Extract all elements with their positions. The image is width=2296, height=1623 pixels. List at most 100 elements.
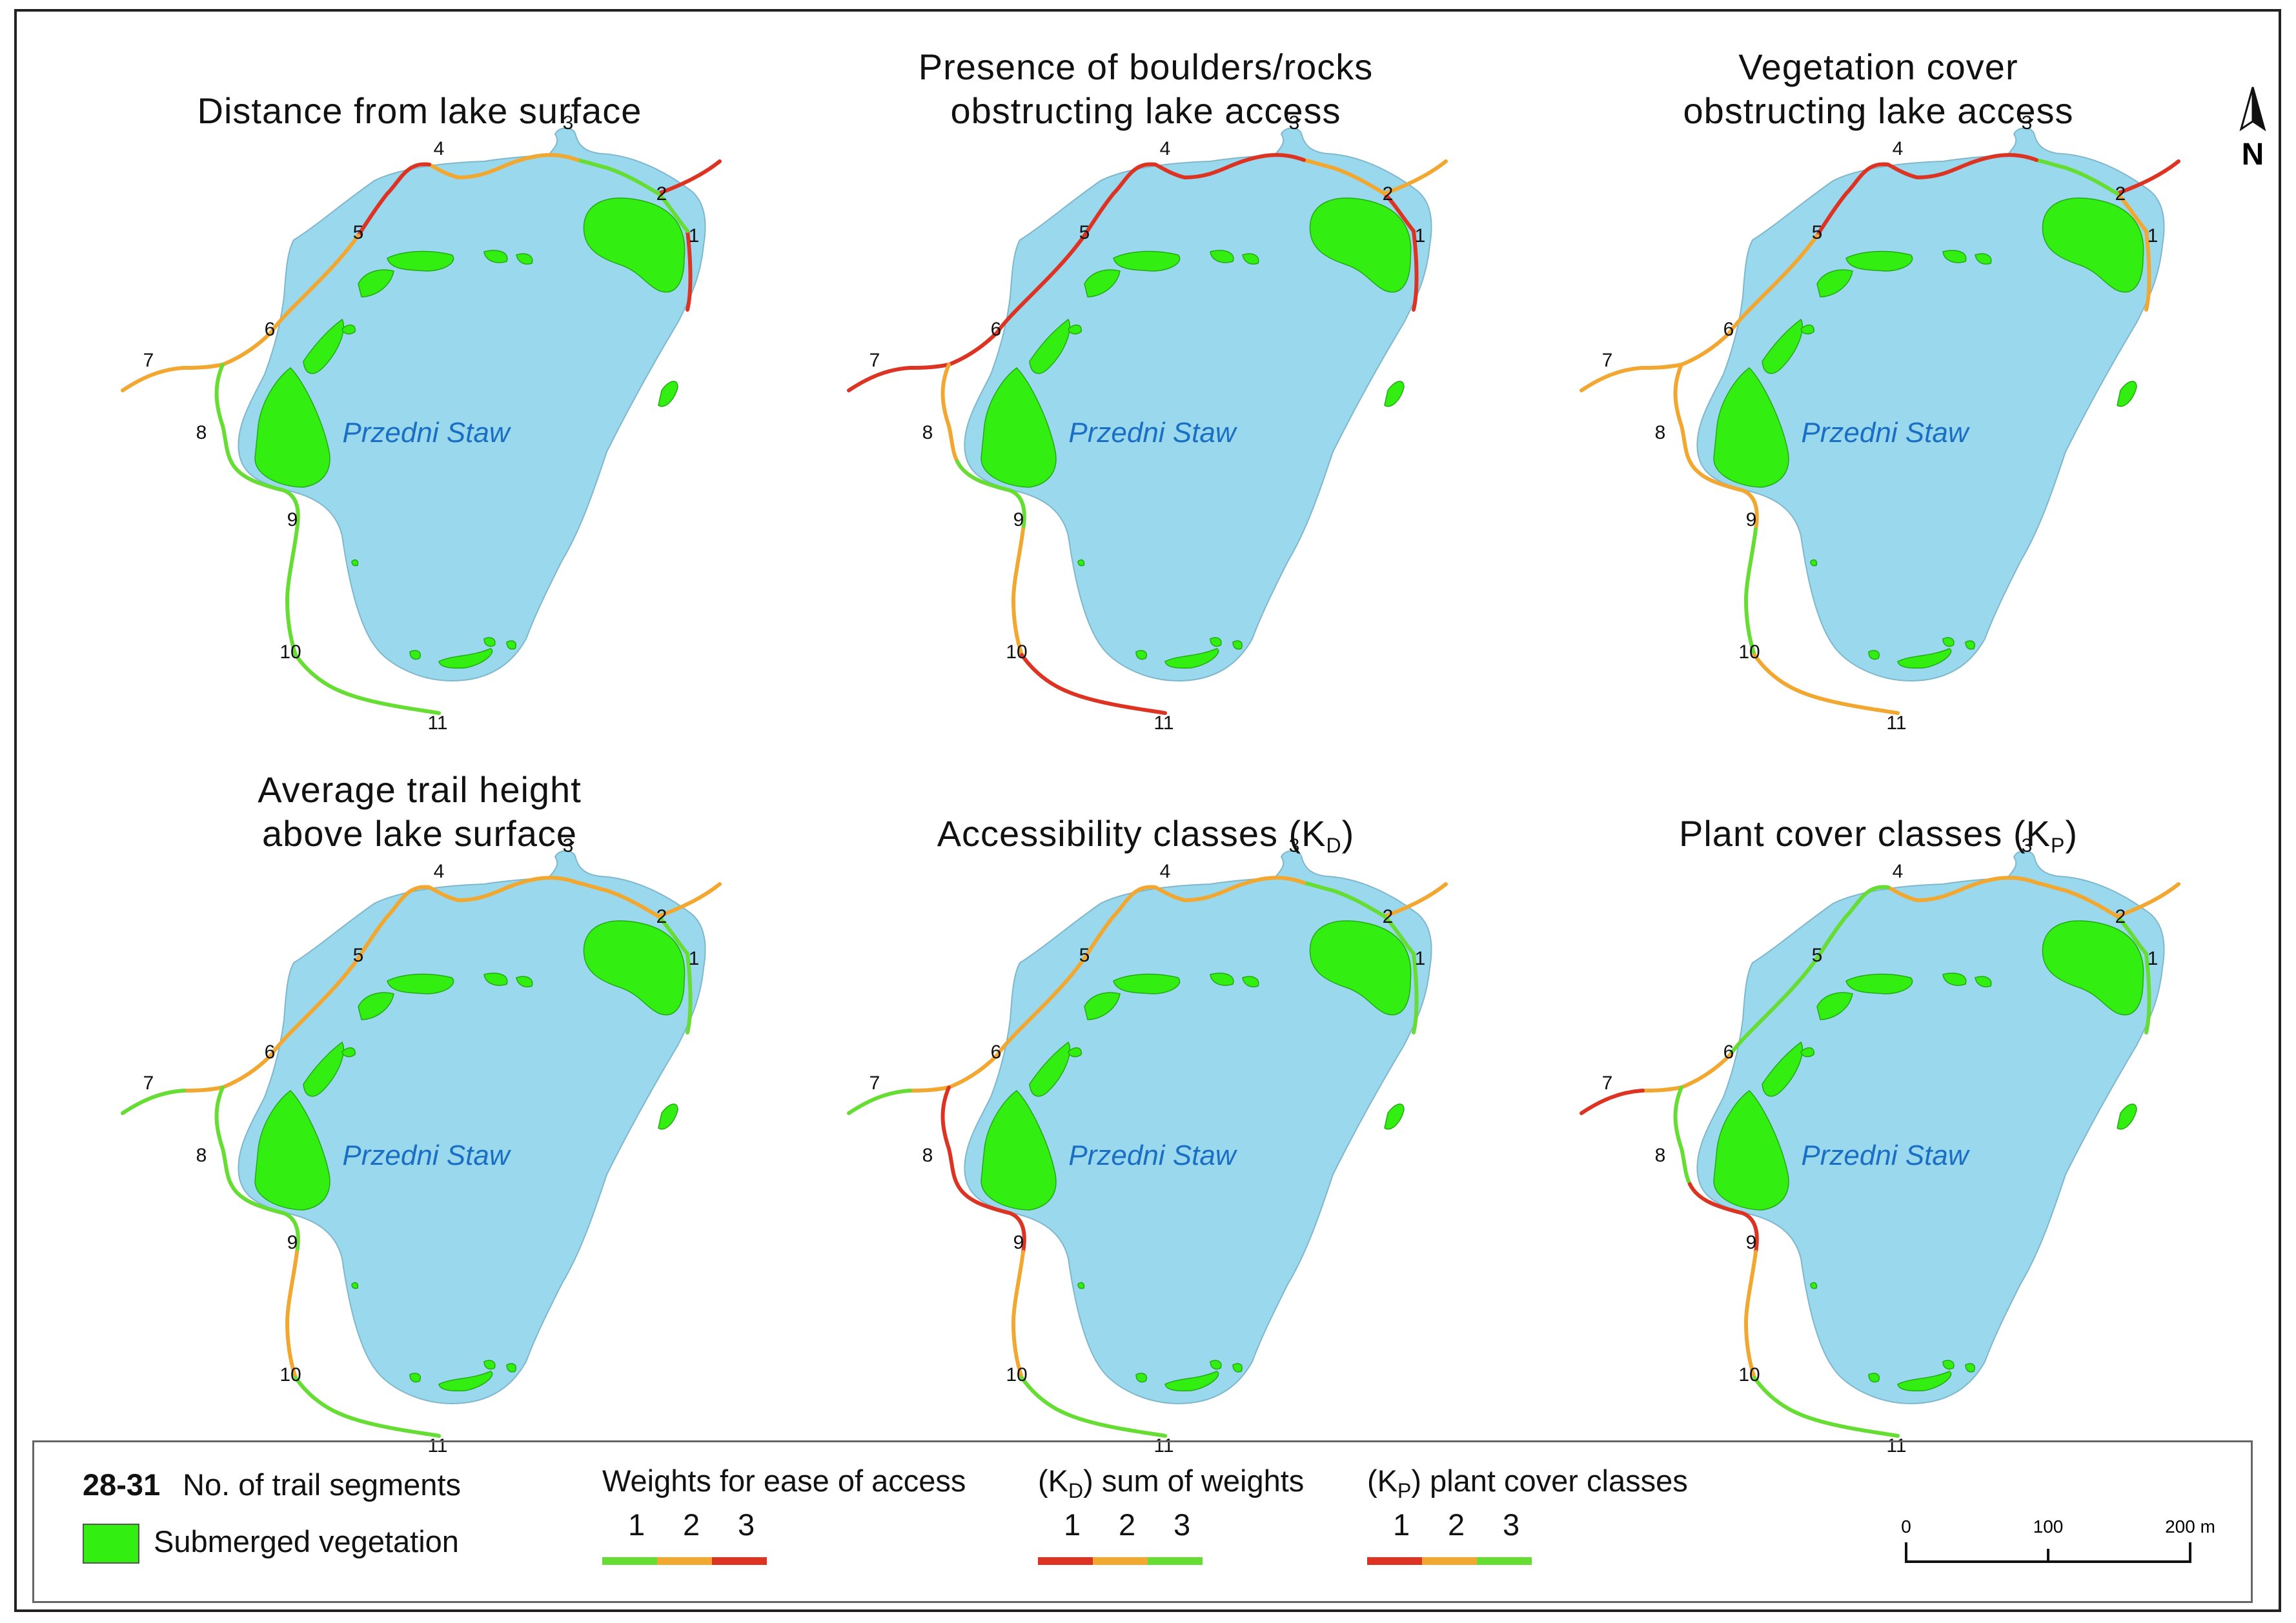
vegetation-patch — [1084, 992, 1121, 1020]
trail-segment — [847, 1089, 912, 1115]
trail-segment — [1728, 234, 1819, 334]
legend: 28-31 No. of trail segments Submerged ve… — [32, 1440, 2253, 1603]
kd-title-post: ) sum of weights — [1083, 1464, 1305, 1498]
vegetation-patch — [2042, 197, 2144, 293]
segment-number-label: 5 — [1079, 222, 1090, 243]
vegetation-patch — [387, 973, 454, 994]
trail-segment — [1011, 527, 1025, 657]
vegetation-patch — [1897, 648, 1952, 669]
panel-title-line: obstructing lake access — [1683, 90, 2074, 131]
trail-segment — [1383, 882, 1448, 918]
trail-segment — [427, 876, 580, 903]
segment-number-label: 10 — [1006, 641, 1027, 663]
vegetation-patch — [1084, 269, 1121, 297]
trail-segment — [121, 366, 186, 392]
vegetation-patch — [583, 197, 686, 293]
lake-shape — [964, 127, 1432, 682]
vegetation-patch — [1868, 1373, 1880, 1383]
trail-segment — [1815, 162, 1890, 237]
segment-number-label: 8 — [1655, 1145, 1666, 1166]
legend-class-bar — [602, 1557, 657, 1565]
trail-segment — [656, 192, 689, 233]
panel-title: Average trail height above lake surface — [39, 768, 800, 856]
segment-number-label: 6 — [265, 1042, 276, 1063]
trail-segment — [576, 881, 660, 918]
lake-map: 1 2 3 4 5 6 7 8 9 10 11 Przedni Staw — [121, 835, 722, 1457]
segment-number-label: 1 — [689, 948, 700, 969]
lake-name-label: Przedni Staw — [1801, 1140, 1970, 1171]
legend-class-number: 1 — [1393, 1507, 1410, 1542]
trail-segment — [995, 234, 1086, 334]
segment-number-label: 9 — [1746, 1232, 1757, 1253]
trail-segment — [2115, 192, 2148, 233]
segment-number-label: 8 — [1655, 422, 1666, 443]
trail-segment — [1082, 162, 1157, 237]
trail-segment — [1743, 527, 1758, 657]
legend-segments-number: 28-31 — [83, 1467, 161, 1502]
vegetation-patch — [658, 381, 678, 407]
legend-class-number: 3 — [738, 1507, 755, 1542]
segment-number-label: 9 — [287, 1232, 298, 1253]
trail-segment — [1580, 1089, 1645, 1115]
segment-number-label: 9 — [287, 509, 298, 530]
legend-vegetation-swatch — [83, 1524, 139, 1564]
segment-number-label: 3 — [2022, 835, 2033, 856]
map-panel-5: 1 2 3 4 5 6 7 8 9 10 11 Przedni Staw Accessibility c… — [765, 749, 1527, 1471]
vegetation-patch — [1135, 650, 1147, 660]
lake-shape — [238, 850, 706, 1405]
trail-segment — [427, 153, 580, 180]
trail-segment — [269, 956, 360, 1057]
segment-number-label: 2 — [2115, 183, 2126, 205]
trail-segment — [285, 527, 299, 657]
vegetation-patch — [1164, 648, 1219, 669]
vegetation-patch — [1816, 269, 1853, 297]
trail-segment — [229, 459, 300, 531]
trail-segment — [356, 885, 431, 960]
trail-segment — [229, 1182, 300, 1254]
panel-title-line: Presence of boulders/rocks — [918, 46, 1374, 87]
vegetation-patch — [438, 648, 493, 669]
trail-segment — [121, 1089, 186, 1115]
vegetation-patch — [303, 1041, 345, 1097]
lake-name-label: Przedni Staw — [342, 1140, 511, 1171]
vegetation-patch — [1810, 559, 1818, 567]
legend-class-bar — [1367, 1557, 1422, 1565]
segment-number-label: 7 — [869, 1073, 880, 1094]
vegetation-patch — [1975, 976, 1992, 987]
trail-segment — [269, 234, 360, 334]
vegetation-patch — [1942, 973, 1967, 986]
segment-number-label: 2 — [2115, 906, 2126, 927]
vegetation-patch — [1242, 253, 1259, 265]
segment-number-label: 8 — [922, 1145, 933, 1166]
panel-title: Presence of boulders/rocks obstructing la… — [765, 45, 1527, 133]
lake-shape — [964, 850, 1432, 1405]
vegetation-patch — [1210, 1360, 1222, 1370]
legend-class-number: 1 — [1064, 1507, 1081, 1542]
trail-segment — [1688, 459, 1759, 531]
lake-map: 1 2 3 4 5 6 7 8 9 10 11 Przedni Staw — [1580, 835, 2180, 1457]
trail-segment — [1752, 1376, 1900, 1438]
segment-number-label: 11 — [1886, 712, 1906, 734]
legend-segments-text: No. of trail segments — [183, 1467, 462, 1502]
vegetation-patch — [351, 559, 359, 567]
trail-segment — [686, 952, 693, 1034]
lake-name-label: Przedni Staw — [1068, 1140, 1237, 1171]
segment-number-label: 3 — [563, 835, 574, 856]
segment-number-label: 9 — [1013, 509, 1024, 530]
vegetation-patch — [483, 1360, 496, 1370]
vegetation-patch — [1942, 637, 1955, 647]
trail-segment — [1383, 159, 1448, 196]
trail-segment — [1688, 1182, 1759, 1254]
lake-shape — [1696, 127, 2165, 682]
segment-number-label: 4 — [434, 138, 445, 159]
trail-segment — [2115, 882, 2180, 918]
panel-title-subscript: P — [2050, 834, 2066, 857]
trail-segment — [1153, 153, 1306, 180]
vegetation-patch — [358, 269, 394, 297]
legend-class-bar — [1148, 1557, 1203, 1565]
vegetation-patch — [483, 973, 508, 986]
trail-segment — [1383, 192, 1416, 233]
vegetation-patch — [1713, 367, 1789, 488]
segment-number-label: 10 — [1006, 1364, 1027, 1386]
trail-segment — [847, 366, 912, 392]
